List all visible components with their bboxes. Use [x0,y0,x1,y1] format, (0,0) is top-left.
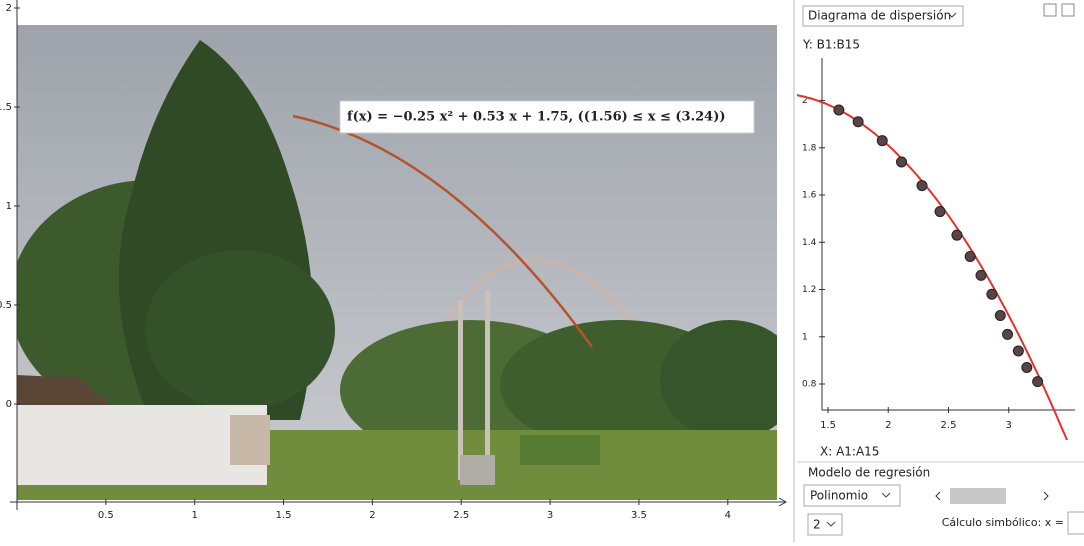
data-point [1033,377,1043,387]
y-tick-label: 0 [6,399,12,410]
data-point [853,117,863,127]
data-point [965,251,975,261]
y-tick-label: 1 [6,201,12,212]
background-photo [10,25,800,500]
y-tick-label: 0.5 [0,300,12,311]
y-tick-label: 0.8 [802,380,817,390]
data-point [834,105,844,115]
x-tick-label: 3.5 [631,510,647,521]
x-tick-label: 2 [369,510,375,521]
x-tick-label: 1 [192,510,198,521]
data-point [987,289,997,299]
x-input[interactable] [1068,512,1084,534]
data-point [935,207,945,217]
function-label[interactable]: f(x) = −0.25 x² + 0.53 x + 1.75, ((1.56)… [347,110,726,125]
data-point [897,157,907,167]
data-point [1003,329,1013,339]
y-tick-label: 1.8 [802,143,817,153]
slider-thumb[interactable] [950,488,1006,504]
data-point [1013,346,1023,356]
regression-title: Modelo de regresión [808,466,930,480]
y-tick-label: 2 [6,3,12,14]
x-tick-label: 2 [885,420,891,431]
x-tick-label: 1.5 [276,510,292,521]
degree: 2 [813,518,821,532]
x-label: X: A1:A15 [820,445,879,459]
model: Polinomio [810,489,868,503]
data-point [976,270,986,280]
plot-type: Diagrama de dispersión [808,9,951,23]
x-tick-label: 2.5 [941,420,957,431]
y-tick-label: 1.4 [802,238,817,248]
y-tick-label: 1.5 [0,102,12,113]
x-tick-label: 3 [1006,420,1012,431]
panel [794,0,1084,542]
data-point [877,136,887,146]
x-tick-label: 2.5 [453,510,469,521]
y-label: Y: B1:B15 [802,38,860,52]
data-point [1022,362,1032,372]
data-point [917,181,927,191]
geogebra-window: f(x) = −0.25 x² + 0.53 x + 1.75, ((1.56)… [0,0,1084,542]
data-point [995,311,1005,321]
x-tick-label: 0.5 [98,510,114,521]
x-tick-label: 1.5 [820,420,836,431]
x-tick-label: 3 [547,510,553,521]
symbolic-label: Cálculo simbólico: x = [942,516,1064,529]
y-tick-label: 1 [802,332,808,342]
x-tick-label: 4 [725,510,731,521]
data-point [952,230,962,240]
y-tick-label: 1.2 [802,285,816,295]
y-tick-label: 1.6 [802,191,817,201]
